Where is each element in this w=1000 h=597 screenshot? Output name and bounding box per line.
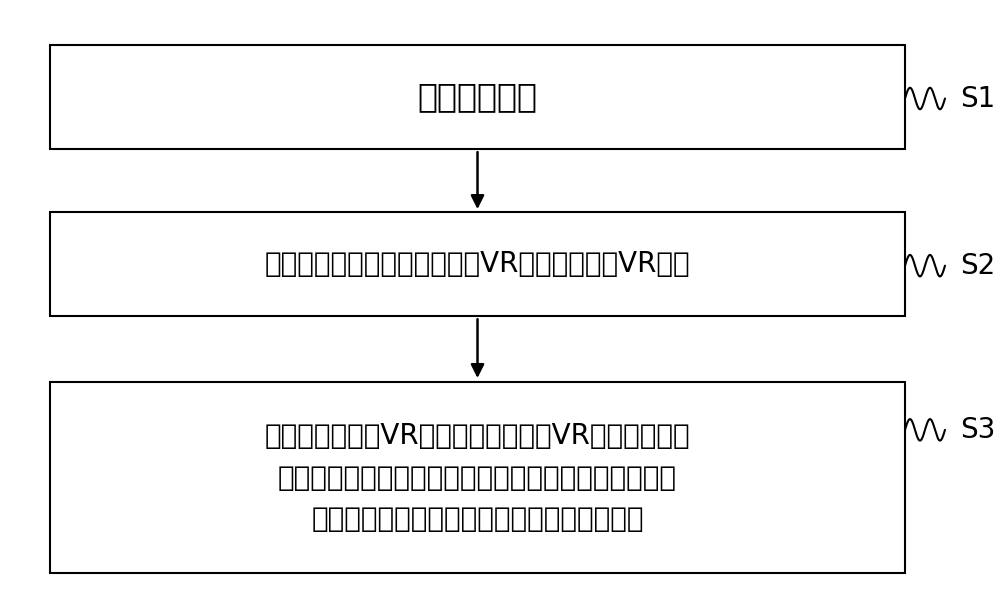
Text: 将所述虚拟教室发送至老师端VR设备和学生端VR设备: 将所述虚拟教室发送至老师端VR设备和学生端VR设备 xyxy=(265,250,690,278)
Text: S2: S2 xyxy=(960,252,995,279)
Bar xyxy=(50,45,905,149)
Bar xyxy=(50,212,905,316)
Text: S3: S3 xyxy=(960,416,995,444)
Text: 创建虚拟教室: 创建虚拟教室 xyxy=(418,81,538,113)
Text: S1: S1 xyxy=(960,85,995,112)
Text: 获取所述老师端VR设备和所述学生端VR设备采集的老
师动态信息和学生动态信息，并将所述老师动态信息和
所述学生动态信息同步发送到所述虚拟教室中: 获取所述老师端VR设备和所述学生端VR设备采集的老 师动态信息和学生动态信息，并… xyxy=(265,423,690,533)
Bar xyxy=(50,382,905,573)
